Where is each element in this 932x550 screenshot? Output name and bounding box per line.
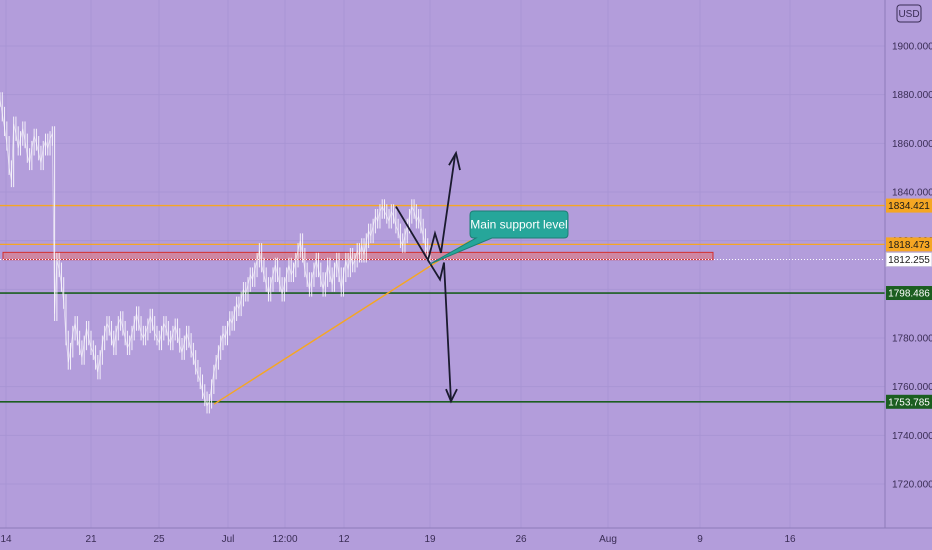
level-tags: 1834.421 1818.473 1798.486 1753.785 1812.255 xyxy=(885,198,932,409)
y-tick-label: 1880.000 xyxy=(892,90,932,101)
forecast-arrows xyxy=(395,150,461,404)
price-levels xyxy=(0,204,885,403)
x-tick-label: 9 xyxy=(697,534,703,545)
level-tag-bg xyxy=(886,394,932,409)
y-tick-label: 1900.000 xyxy=(892,42,932,53)
y-tick-label: 1760.000 xyxy=(892,382,932,393)
price-series xyxy=(0,92,431,414)
y-tick-label: 1740.000 xyxy=(892,431,932,442)
x-tick-label: 12 xyxy=(338,534,350,545)
up-arrow-head xyxy=(448,150,461,171)
x-tick-label: 26 xyxy=(515,534,527,545)
y-tick-label: 1860.000 xyxy=(892,139,932,150)
x-tick-label: 14 xyxy=(0,534,12,545)
down-arrow-head xyxy=(445,388,458,404)
x-tick-label: 19 xyxy=(424,534,436,545)
callout-bubble xyxy=(429,210,569,265)
ascending-trendline xyxy=(213,240,471,405)
up-arrow-path xyxy=(395,155,456,263)
x-tick-label: 16 xyxy=(784,534,796,545)
chart-grid xyxy=(0,0,885,528)
time-axis: 14 21 25 Jul 12:00 12 19 26 Aug 9 16 xyxy=(0,527,932,550)
currency-button[interactable]: USD xyxy=(896,4,922,23)
currency-label: USD xyxy=(898,9,919,20)
x-tick-label: 12:00 xyxy=(272,534,297,545)
level-tag-label: 1753.785 xyxy=(888,397,930,408)
y-tick-label: 1720.000 xyxy=(892,480,932,491)
y-tick-label: 1840.000 xyxy=(892,188,932,199)
x-tick-label: Jul xyxy=(222,534,235,545)
currency-button-frame xyxy=(896,4,922,23)
level-tag-label: 1798.486 xyxy=(888,289,930,300)
x-tick-label: Aug xyxy=(599,534,617,545)
down-arrow-path xyxy=(427,259,452,402)
y-tick-label: 1780.000 xyxy=(892,334,932,345)
level-tag-bg xyxy=(886,286,932,301)
level-tag-label: 1818.473 xyxy=(888,240,930,251)
level-tag-bg xyxy=(885,252,932,268)
annotation-callout[interactable]: Main support level xyxy=(429,210,569,265)
level-tag-label: 1812.255 xyxy=(888,255,930,266)
time-axis-bg xyxy=(0,528,932,550)
x-tick-label: 25 xyxy=(153,534,165,545)
level-tag-bg xyxy=(886,198,932,213)
callout-label: Main support level xyxy=(470,218,567,232)
x-tick-labels: 14 21 25 Jul 12:00 12 19 26 Aug 9 16 xyxy=(0,534,796,545)
level-tag-label: 1834.421 xyxy=(888,201,930,212)
level-tag-bg xyxy=(886,237,932,252)
x-tick-label: 21 xyxy=(85,534,97,545)
price-line xyxy=(0,99,431,408)
support-zone xyxy=(2,251,714,261)
